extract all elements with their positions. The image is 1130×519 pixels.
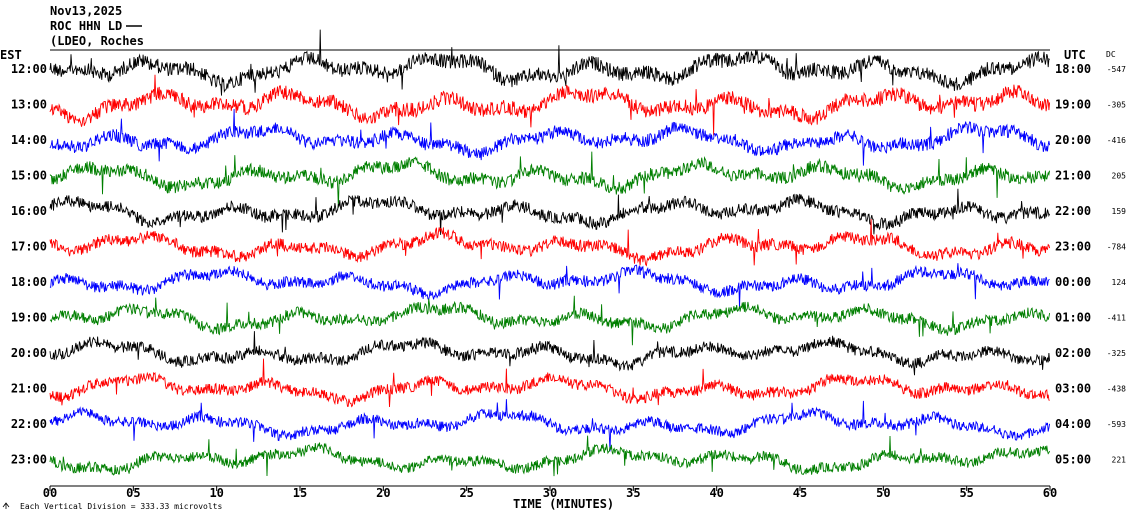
x-axis-label: TIME (MINUTES) <box>513 497 614 511</box>
header-station: ROC HHN LD <box>50 19 122 33</box>
est-hour-label: 21:00 <box>11 382 47 396</box>
est-hour-label: 14:00 <box>11 133 47 147</box>
utc-axis-title: UTC <box>1064 48 1086 62</box>
utc-hour-label: 01:00 <box>1055 311 1091 325</box>
est-hour-label: 17:00 <box>11 240 47 254</box>
dc-offset-label: -784 <box>1107 243 1126 252</box>
dc-offset-label: -325 <box>1107 349 1126 358</box>
x-tick-label: 45 <box>793 486 807 500</box>
utc-hour-labels: 18:00 19:00 20:00 21:00 22:00 23:00 00:00 01:00… <box>1055 62 1091 467</box>
x-tick-label: 05 <box>126 486 140 500</box>
dc-offset-labels: -547 -305 -416 205 159 -784 124 -411 -325 -438 -59… <box>1107 65 1126 465</box>
est-hour-label: 19:00 <box>11 311 47 325</box>
trace-blue-6 <box>49 263 1050 308</box>
trace-red-5 <box>49 219 1051 267</box>
est-axis-title: EST <box>0 48 22 62</box>
utc-hour-label: 22:00 <box>1055 204 1091 218</box>
footer-small-icon <box>2 502 10 509</box>
est-hour-label: 13:00 <box>11 98 47 112</box>
utc-hour-label: 21:00 <box>1055 169 1091 183</box>
footer-scale-note: Each Vertical Division = 333.33 microvol… <box>20 502 222 511</box>
trace-black-0 <box>49 29 1050 96</box>
est-hour-label: 18:00 <box>11 275 47 289</box>
utc-hour-label: 05:00 <box>1055 453 1091 467</box>
dc-offset-label: -547 <box>1107 65 1126 74</box>
x-tick-label: 30 <box>543 486 557 500</box>
utc-hour-label: 20:00 <box>1055 133 1091 147</box>
utc-hour-label: 23:00 <box>1055 240 1091 254</box>
x-tick-label: 60 <box>1043 486 1057 500</box>
trace-black-4 <box>49 188 1051 235</box>
x-tick-label: 35 <box>626 486 640 500</box>
dc-offset-label: 221 <box>1112 456 1127 465</box>
est-hour-label: 15:00 <box>11 169 47 183</box>
x-tick-label: 55 <box>959 486 973 500</box>
x-tick-label: 20 <box>376 486 390 500</box>
dc-offset-label: 159 <box>1112 207 1127 216</box>
trace-green-3 <box>49 151 1051 208</box>
trace-red-1 <box>49 74 1051 136</box>
est-hour-label: 23:00 <box>11 453 47 467</box>
utc-hour-label: 04:00 <box>1055 417 1091 431</box>
x-tick-label: 15 <box>293 486 307 500</box>
utc-hour-label: 03:00 <box>1055 382 1091 396</box>
header-network: (LDEO, Roches <box>50 34 144 48</box>
est-hour-label: 12:00 <box>11 62 47 76</box>
trace-green-7 <box>49 295 1051 346</box>
x-tick-label: 00 <box>43 486 57 500</box>
x-tick-label: 50 <box>876 486 890 500</box>
trace-red-9 <box>49 358 1050 408</box>
trace-blue-2 <box>49 108 1051 166</box>
x-tick-label: 25 <box>459 486 473 500</box>
x-tick-label: 10 <box>209 486 223 500</box>
est-hour-labels: 12:00 13:00 14:00 15:00 16:00 17:00 18:00 19:00… <box>11 62 47 467</box>
dc-offset-label: 205 <box>1112 172 1127 181</box>
x-axis-ticks: 00 05 10 15 20 25 30 35 40 45 50 55 60 <box>43 486 1057 500</box>
trace-black-8 <box>49 331 1051 376</box>
trace-blue-10 <box>49 399 1051 452</box>
utc-hour-label: 19:00 <box>1055 98 1091 112</box>
utc-hour-label: 18:00 <box>1055 62 1091 76</box>
dc-offset-label: -416 <box>1107 136 1126 145</box>
x-tick-label: 40 <box>709 486 723 500</box>
dc-offset-label: -305 <box>1107 101 1126 110</box>
est-hour-label: 16:00 <box>11 204 47 218</box>
dc-offset-label: -411 <box>1107 314 1126 323</box>
seismic-traces <box>49 29 1051 477</box>
utc-hour-label: 02:00 <box>1055 346 1091 360</box>
trace-green-11 <box>49 435 1051 477</box>
est-hour-label: 22:00 <box>11 417 47 431</box>
dc-offset-label: -593 <box>1107 420 1126 429</box>
dc-offset-label: -438 <box>1107 385 1126 394</box>
dc-offset-label: 124 <box>1112 278 1127 287</box>
est-hour-label: 20:00 <box>11 346 47 360</box>
dc-axis-title: DC <box>1106 50 1116 59</box>
header-date: Nov13,2025 <box>50 4 122 18</box>
utc-hour-label: 00:00 <box>1055 275 1091 289</box>
